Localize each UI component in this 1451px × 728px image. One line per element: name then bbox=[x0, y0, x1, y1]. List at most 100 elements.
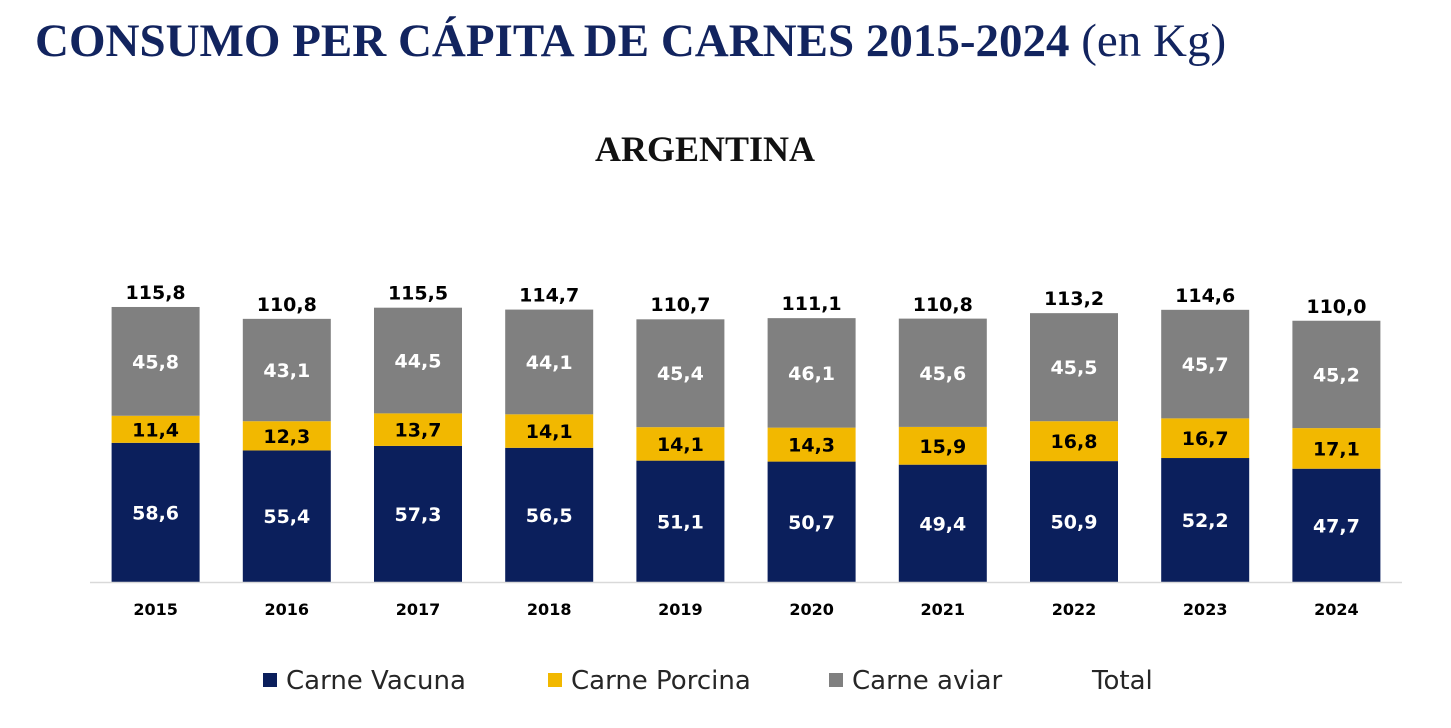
total-label-2023: 114,6 bbox=[1175, 285, 1235, 307]
bar-carne-vacuna-2017 bbox=[374, 445, 462, 582]
data-label-carne-porcina-2020: 14,3 bbox=[788, 435, 835, 457]
data-label-carne-aviar-2023: 45,7 bbox=[1182, 354, 1229, 376]
legend-marker-carne-vacuna bbox=[263, 673, 277, 687]
legend-marker-carne-porcina bbox=[548, 673, 562, 687]
data-label-carne-porcina-2015: 11,4 bbox=[132, 419, 179, 441]
bar-carne-porcina-2019 bbox=[636, 427, 725, 461]
data-label-carne-aviar-2016: 43,1 bbox=[263, 360, 310, 382]
bar-carne-vacuna-2023 bbox=[1161, 458, 1250, 582]
legend-item-carne-porcina: Carne Porcina bbox=[548, 666, 751, 696]
total-label-2018: 114,7 bbox=[519, 285, 579, 307]
bar-carne-porcina-2017 bbox=[374, 413, 462, 446]
data-label-carne-vacuna-2022: 50,9 bbox=[1051, 512, 1098, 534]
bar-carne-vacuna-2018 bbox=[505, 447, 594, 582]
x-tick-label-2018: 2018 bbox=[527, 600, 572, 619]
bar-carne-vacuna-2019 bbox=[636, 460, 725, 582]
data-label-carne-porcina-2017: 13,7 bbox=[395, 420, 442, 442]
total-label-2020: 111,1 bbox=[782, 293, 842, 315]
bar-carne-porcina-2018 bbox=[505, 414, 594, 448]
legend-item-carne-aviar: Carne aviar bbox=[829, 666, 1003, 696]
x-tick-label-2023: 2023 bbox=[1183, 600, 1228, 619]
data-label-carne-porcina-2021: 15,9 bbox=[919, 436, 966, 458]
data-label-carne-porcina-2018: 14,1 bbox=[526, 421, 573, 443]
x-tick-label-2021: 2021 bbox=[921, 600, 966, 619]
data-label-carne-vacuna-2018: 56,5 bbox=[526, 505, 573, 527]
bar-carne-porcina-2016 bbox=[242, 421, 331, 451]
legend-label-carne-vacuna: Carne Vacuna bbox=[286, 666, 466, 696]
x-tick-label-2024: 2024 bbox=[1314, 600, 1359, 619]
data-label-carne-vacuna-2023: 52,2 bbox=[1182, 510, 1229, 532]
data-label-carne-aviar-2018: 44,1 bbox=[526, 352, 573, 374]
total-data-labels: 115,8 110,8 115,5 114,7 110,7 111,1 110,8 113,2… bbox=[126, 282, 1367, 318]
data-label-carne-porcina-2016: 12,3 bbox=[263, 426, 310, 448]
x-tick-label-2017: 2017 bbox=[396, 600, 441, 619]
data-label-carne-vacuna-2021: 49,4 bbox=[919, 513, 966, 535]
data-label-carne-porcina-2019: 14,1 bbox=[657, 434, 704, 456]
bar-carne-vacuna-2021 bbox=[898, 464, 987, 582]
bar-carne-aviar-2015 bbox=[111, 306, 200, 416]
bar-carne-porcina-2022 bbox=[1030, 421, 1118, 462]
x-tick-label-2020: 2020 bbox=[789, 600, 834, 619]
data-label-carne-aviar-2021: 45,6 bbox=[919, 363, 966, 385]
bar-carne-aviar-2021 bbox=[898, 318, 987, 427]
page-title: CONSUMO PER CÁPITA DE CARNES 2015-2024 (… bbox=[35, 18, 1226, 65]
data-label-carne-aviar-2024: 45,2 bbox=[1313, 364, 1360, 386]
data-label-carne-aviar-2015: 45,8 bbox=[132, 351, 179, 373]
data-label-carne-porcina-2023: 16,7 bbox=[1182, 428, 1229, 450]
bar-carne-aviar-2020 bbox=[767, 318, 856, 428]
legend-item-total: Total bbox=[1069, 666, 1153, 696]
data-label-carne-vacuna-2019: 51,1 bbox=[657, 511, 704, 533]
data-label-carne-aviar-2020: 46,1 bbox=[788, 363, 835, 385]
total-label-2016: 110,8 bbox=[257, 294, 317, 316]
total-label-2021: 110,8 bbox=[913, 294, 973, 316]
page-title-unit: (en Kg) bbox=[1081, 15, 1227, 67]
bar-carne-porcina-2015 bbox=[111, 415, 200, 443]
x-axis-tick-labels: 2015 2016 2017 2018 2019 2020 2021 2022 2023 2024 bbox=[133, 600, 1358, 619]
x-tick-label-2016: 2016 bbox=[265, 600, 310, 619]
total-label-2019: 110,7 bbox=[650, 294, 710, 316]
bar-carne-vacuna-2020 bbox=[767, 461, 856, 582]
data-label-carne-porcina-2024: 17,1 bbox=[1313, 438, 1360, 460]
bar-carne-aviar-2018 bbox=[505, 309, 594, 415]
data-label-carne-aviar-2022: 45,5 bbox=[1051, 357, 1098, 379]
bar-carne-aviar-2016 bbox=[242, 318, 331, 422]
bar-carne-aviar-2019 bbox=[636, 319, 725, 428]
bar-carne-aviar-2022 bbox=[1030, 313, 1118, 422]
legend-marker-total bbox=[1069, 673, 1083, 687]
data-label-carne-aviar-2017: 44,5 bbox=[395, 351, 442, 373]
data-label-carne-vacuna-2020: 50,7 bbox=[788, 512, 835, 534]
bar-segments bbox=[111, 306, 1381, 582]
bar-carne-vacuna-2024 bbox=[1292, 468, 1381, 582]
bar-carne-vacuna-2016 bbox=[242, 450, 331, 582]
bar-carne-porcina-2023 bbox=[1161, 418, 1250, 459]
chart-legend: Carne Vacuna Carne Porcina Carne aviar Tota… bbox=[263, 666, 1153, 696]
legend-label-total: Total bbox=[1091, 666, 1153, 696]
x-tick-label-2015: 2015 bbox=[133, 600, 178, 619]
data-label-carne-vacuna-2015: 58,6 bbox=[132, 502, 179, 524]
page-title-main: CONSUMO PER CÁPITA DE CARNES 2015-2024 bbox=[35, 15, 1070, 67]
bar-carne-aviar-2024 bbox=[1292, 320, 1381, 429]
legend-label-carne-porcina: Carne Porcina bbox=[571, 666, 751, 696]
x-tick-label-2019: 2019 bbox=[658, 600, 703, 619]
data-label-carne-vacuna-2016: 55,4 bbox=[263, 506, 310, 528]
data-label-carne-aviar-2019: 45,4 bbox=[657, 363, 704, 385]
bar-carne-porcina-2021 bbox=[898, 426, 987, 465]
chart-title: ARGENTINA bbox=[595, 129, 815, 169]
legend-label-carne-aviar: Carne aviar bbox=[852, 666, 1003, 696]
total-label-2024: 110,0 bbox=[1306, 296, 1366, 318]
bar-carne-vacuna-2015 bbox=[111, 442, 200, 582]
data-label-carne-porcina-2022: 16,8 bbox=[1051, 431, 1098, 453]
data-label-carne-vacuna-2017: 57,3 bbox=[395, 504, 442, 526]
total-label-2022: 113,2 bbox=[1044, 288, 1104, 310]
segment-data-labels: 58,6 11,4 45,8 55,4 12,3 43,1 57,3 13,7 44,5 56,5… bbox=[132, 351, 1360, 538]
x-tick-label-2022: 2022 bbox=[1052, 600, 1097, 619]
bar-carne-porcina-2020 bbox=[767, 427, 856, 462]
bar-carne-vacuna-2022 bbox=[1030, 461, 1118, 582]
total-label-2015: 115,8 bbox=[126, 282, 186, 304]
bar-carne-aviar-2023 bbox=[1161, 309, 1250, 419]
total-label-2017: 115,5 bbox=[388, 283, 448, 305]
bar-carne-aviar-2017 bbox=[374, 307, 462, 414]
legend-item-carne-vacuna: Carne Vacuna bbox=[263, 666, 466, 696]
